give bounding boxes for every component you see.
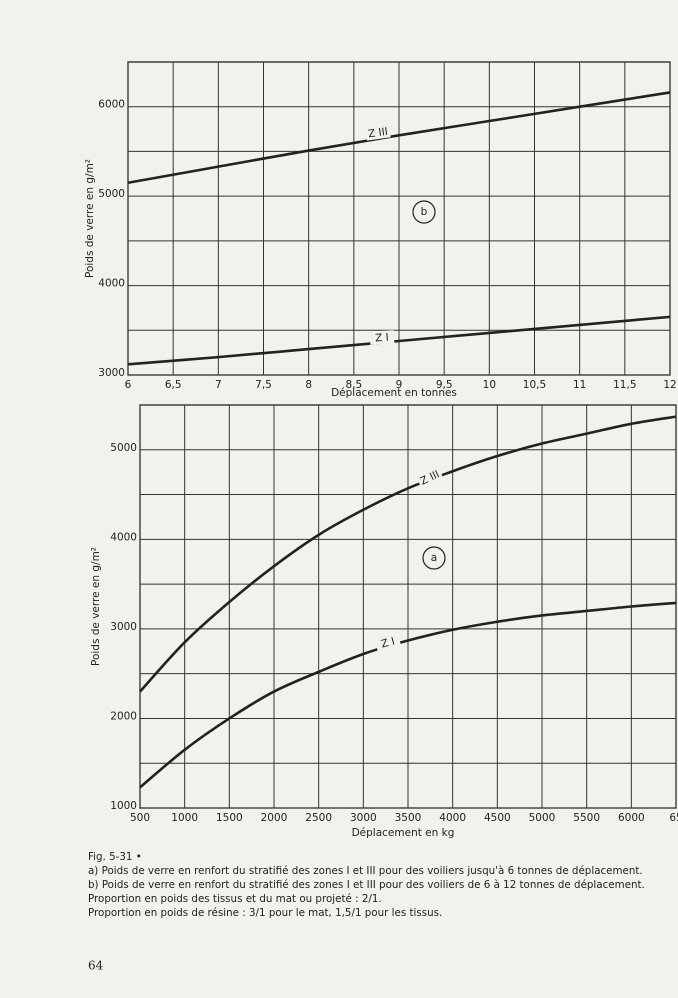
x-tick-label: 9 (396, 379, 403, 391)
caption-line: Fig. 5-31 • (88, 851, 142, 863)
caption-line: Proportion en poids des tissus et du mat… (88, 893, 382, 905)
curve-label-bg (365, 124, 391, 141)
curve (139, 601, 677, 789)
x-tick-label: 10,5 (523, 379, 546, 391)
y-tick-label: 5000 (98, 188, 125, 200)
y-axis-title: Poids de verre en g/m² (84, 159, 96, 278)
curve-label: Z III (367, 126, 388, 141)
caption-line: a) Poids de verre en renfort du stratifi… (88, 865, 643, 877)
x-tick-label: 4500 (484, 812, 511, 824)
x-tick-label: 12 (663, 379, 676, 391)
x-tick-label: 11,5 (613, 379, 636, 391)
curve-label-bg (416, 466, 444, 489)
y-tick-label: 4000 (110, 531, 137, 543)
x-tick-label: 1000 (171, 812, 198, 824)
x-axis-title: Déplacement en kg (352, 827, 455, 839)
y-tick-label: 3000 (110, 621, 137, 633)
curve (127, 91, 671, 185)
x-tick-label: 6,5 (165, 379, 182, 391)
curve-label: Z I (375, 332, 389, 345)
curve-label: Z I (380, 635, 396, 650)
x-tick-label: 65 (669, 812, 678, 824)
x-tick-label: 8 (305, 379, 312, 391)
x-tick-label: 2000 (261, 812, 288, 824)
x-tick-label: 5500 (573, 812, 600, 824)
y-tick-label: 5000 (110, 442, 137, 454)
annotation: b (421, 206, 428, 218)
y-tick-label: 3000 (98, 367, 125, 379)
y-tick-label: 4000 (98, 278, 125, 290)
curve (127, 315, 671, 366)
x-tick-label: 9,5 (436, 379, 453, 391)
annotation-circle (422, 546, 446, 570)
x-axis-title: Déplacement en tonnes (331, 387, 457, 399)
y-axis-title: Poids de verre en g/m² (90, 547, 102, 666)
y-tick-label: 2000 (110, 710, 137, 722)
x-tick-label: 11 (573, 379, 586, 391)
y-tick-label: 1000 (110, 800, 137, 812)
x-tick-label: 7,5 (255, 379, 272, 391)
x-tick-label: 2500 (305, 812, 332, 824)
x-tick-label: 6000 (618, 812, 645, 824)
caption-line: Proportion en poids de résine : 3/1 pour… (88, 907, 442, 919)
x-tick-label: 1500 (216, 812, 243, 824)
curve (139, 415, 677, 693)
annotation-circle (412, 200, 436, 224)
x-tick-label: 6 (125, 379, 132, 391)
x-tick-label: 4000 (439, 812, 466, 824)
page-number: 64 (88, 959, 104, 973)
x-tick-label: 7 (215, 379, 222, 391)
curve-label-bg (374, 633, 402, 652)
curve-label-bg (369, 330, 395, 345)
x-tick-label: 10 (483, 379, 496, 391)
caption-line: b) Poids de verre en renfort du stratifi… (88, 879, 645, 891)
annotation: a (431, 552, 437, 564)
x-tick-label: 500 (130, 812, 150, 824)
x-tick-label: 5000 (529, 812, 556, 824)
y-tick-label: 6000 (98, 99, 125, 111)
x-tick-label: 3500 (395, 812, 422, 824)
x-tick-label: 3000 (350, 812, 377, 824)
x-tick-label: 8,5 (345, 379, 362, 391)
